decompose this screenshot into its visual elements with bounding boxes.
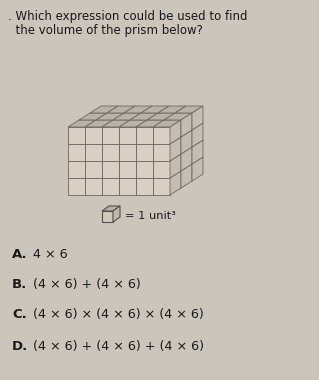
Polygon shape (170, 171, 181, 195)
Polygon shape (136, 144, 153, 161)
Polygon shape (181, 113, 192, 137)
Polygon shape (130, 113, 158, 120)
Polygon shape (119, 127, 136, 144)
Polygon shape (136, 161, 153, 178)
Text: = 1 unit³: = 1 unit³ (125, 211, 176, 221)
Polygon shape (90, 106, 118, 113)
Polygon shape (175, 106, 203, 113)
Polygon shape (124, 106, 152, 113)
Text: (4 × 6) + (4 × 6) + (4 × 6): (4 × 6) + (4 × 6) + (4 × 6) (33, 340, 204, 353)
Text: C.: C. (12, 308, 27, 321)
Polygon shape (85, 161, 102, 178)
Text: B.: B. (12, 278, 27, 291)
Polygon shape (170, 154, 181, 178)
Polygon shape (170, 137, 181, 161)
Polygon shape (192, 106, 203, 130)
Polygon shape (181, 130, 192, 154)
Polygon shape (113, 113, 141, 120)
Polygon shape (170, 120, 181, 144)
Polygon shape (102, 161, 119, 178)
Polygon shape (147, 113, 175, 120)
Polygon shape (153, 178, 170, 195)
Polygon shape (119, 178, 136, 195)
Polygon shape (181, 164, 192, 188)
Text: D.: D. (12, 340, 28, 353)
Polygon shape (192, 157, 203, 181)
Polygon shape (102, 127, 119, 144)
Polygon shape (141, 106, 169, 113)
Polygon shape (96, 113, 124, 120)
Text: the volume of the prism below?: the volume of the prism below? (8, 24, 203, 37)
Polygon shape (136, 178, 153, 195)
Polygon shape (102, 144, 119, 161)
Polygon shape (153, 144, 170, 161)
Polygon shape (68, 144, 85, 161)
Polygon shape (85, 144, 102, 161)
Text: (4 × 6) × (4 × 6) × (4 × 6): (4 × 6) × (4 × 6) × (4 × 6) (33, 308, 204, 321)
Polygon shape (153, 127, 170, 144)
Polygon shape (68, 127, 85, 144)
Polygon shape (68, 161, 85, 178)
Polygon shape (85, 178, 102, 195)
Polygon shape (136, 120, 164, 127)
Polygon shape (107, 106, 135, 113)
Text: . Which expression could be used to find: . Which expression could be used to find (8, 10, 248, 23)
Polygon shape (119, 144, 136, 161)
Polygon shape (119, 120, 147, 127)
Polygon shape (136, 127, 153, 144)
Polygon shape (85, 120, 113, 127)
Polygon shape (192, 123, 203, 147)
Polygon shape (164, 113, 192, 120)
Polygon shape (181, 147, 192, 171)
Polygon shape (113, 206, 120, 222)
Polygon shape (153, 120, 181, 127)
Polygon shape (68, 120, 96, 127)
Polygon shape (102, 120, 130, 127)
Text: 4 × 6: 4 × 6 (33, 248, 68, 261)
Text: A.: A. (12, 248, 28, 261)
Polygon shape (79, 113, 107, 120)
Polygon shape (102, 178, 119, 195)
Polygon shape (68, 178, 85, 195)
Text: (4 × 6) + (4 × 6): (4 × 6) + (4 × 6) (33, 278, 141, 291)
Polygon shape (158, 106, 186, 113)
Polygon shape (153, 161, 170, 178)
Polygon shape (85, 127, 102, 144)
Polygon shape (119, 161, 136, 178)
Polygon shape (102, 211, 113, 222)
Polygon shape (192, 140, 203, 164)
Polygon shape (102, 206, 120, 211)
